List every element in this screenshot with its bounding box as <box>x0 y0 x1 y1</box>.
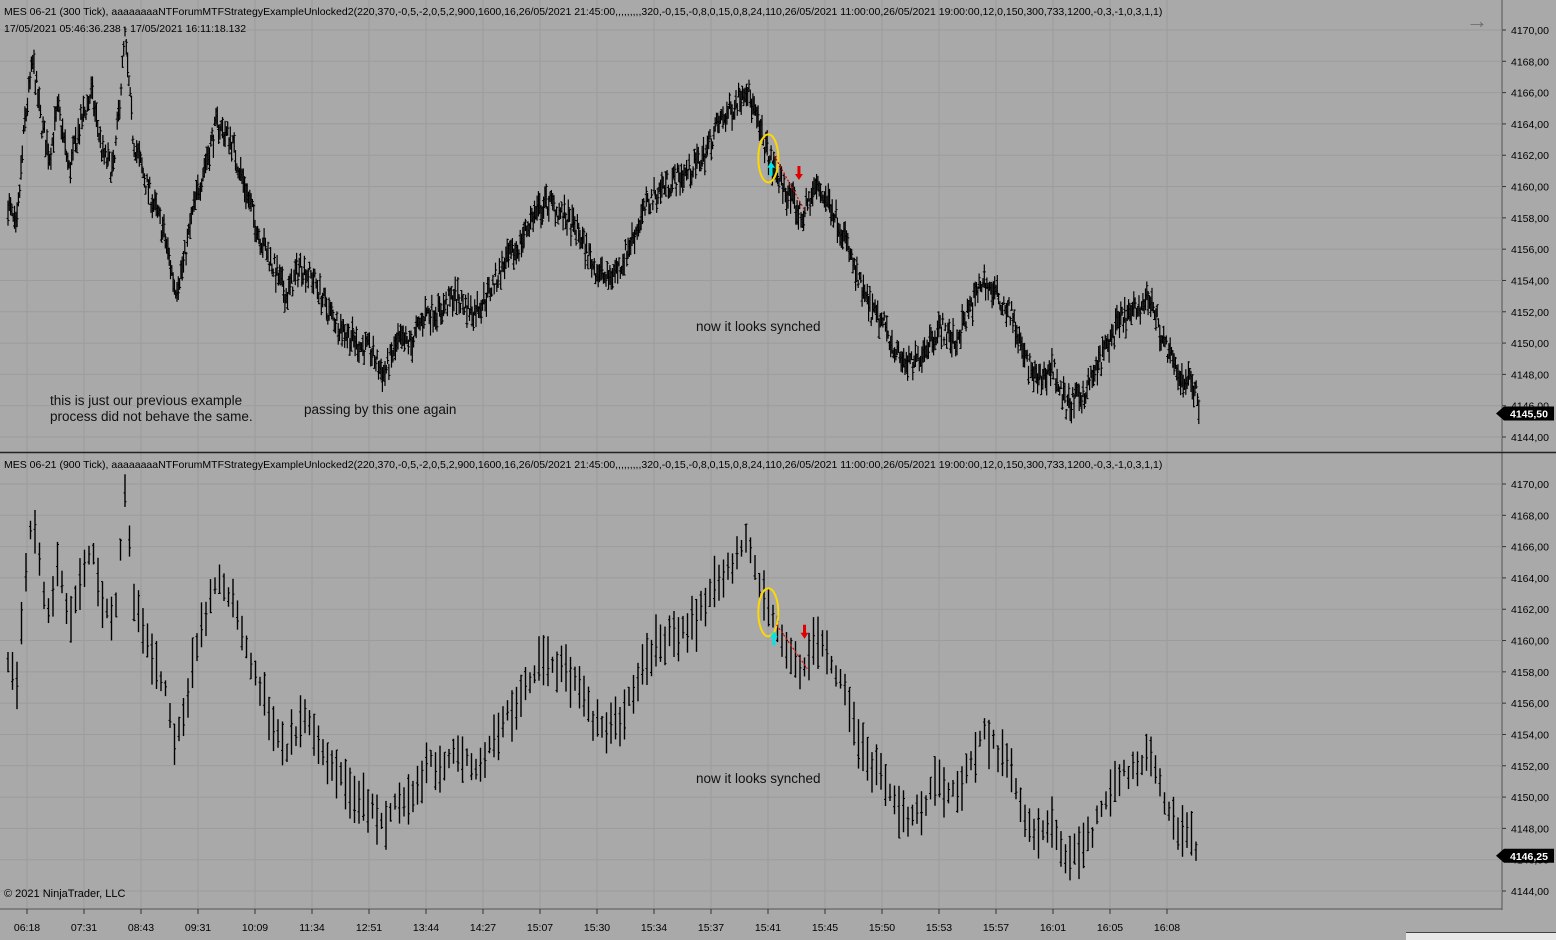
y-tick-label-1-6: 4156,00 <box>1511 698 1549 710</box>
buy-arrow-icon-pane-2 <box>769 631 778 646</box>
y-tick-label-1-10: 4164,00 <box>1511 573 1549 585</box>
y-tick-label-1-4: 4152,00 <box>1511 761 1549 773</box>
navigate-arrow-icon[interactable]: → <box>1466 8 1488 33</box>
last-price-label-pane-1: 4145,50 <box>1510 409 1548 421</box>
x-tick-label-5: 11:34 <box>299 922 325 934</box>
y-tick-label-0-13: 4170,00 <box>1511 25 1549 37</box>
x-tick-label-20: 16:08 <box>1154 922 1180 934</box>
signal-ellipse-pane-1 <box>757 133 780 184</box>
x-tick-label-14: 15:45 <box>812 922 838 934</box>
y-tick-label-1-3: 4150,00 <box>1511 792 1549 804</box>
y-tick-label-0-7: 4158,00 <box>1511 213 1549 225</box>
y-tick-label-0-12: 4168,00 <box>1511 56 1549 68</box>
y-tick-label-0-4: 4152,00 <box>1511 307 1549 319</box>
pane-1-title: MES 06-21 (300 Tick), aaaaaaaaNTForumMTF… <box>4 6 1163 18</box>
note-passing-by: passing by this one again <box>304 402 457 417</box>
y-tick-label-0-2: 4148,00 <box>1511 369 1549 381</box>
y-tick-label-1-5: 4154,00 <box>1511 729 1549 741</box>
y-tick-label-0-6: 4156,00 <box>1511 244 1549 256</box>
x-tick-label-7: 13:44 <box>413 922 439 934</box>
y-tick-label-0-10: 4164,00 <box>1511 119 1549 131</box>
copyright: © 2021 NinjaTrader, LLC <box>4 888 126 900</box>
y-tick-label-1-8: 4160,00 <box>1511 636 1549 648</box>
ohlc-bars-pane-1 <box>6 26 1201 425</box>
trade-line-pane-1 <box>773 154 806 211</box>
x-tick-label-1: 07:31 <box>71 922 97 934</box>
last-price-label-pane-2: 4146,25 <box>1510 851 1548 863</box>
y-tick-label-1-12: 4168,00 <box>1511 510 1549 522</box>
x-tick-label-11: 15:34 <box>641 922 667 934</box>
horizontal-scrollbar[interactable] <box>1406 932 1556 940</box>
pane-2-title: MES 06-21 (900 Tick), aaaaaaaaNTForumMTF… <box>4 459 1163 471</box>
y-tick-label-1-13: 4170,00 <box>1511 479 1549 491</box>
signal-ellipse-pane-2 <box>757 587 780 638</box>
note-synched-pane-2: now it looks synched <box>696 771 821 786</box>
ohlc-bars-pane-2 <box>6 474 1198 881</box>
y-tick-label-1-2: 4148,00 <box>1511 823 1549 835</box>
x-tick-label-6: 12:51 <box>356 922 382 934</box>
trade-line-pane-2 <box>776 624 808 670</box>
x-tick-label-17: 15:57 <box>983 922 1009 934</box>
last-price-badge-pane-2 <box>1496 848 1554 863</box>
y-tick-label-1-0: 4144,00 <box>1511 886 1549 898</box>
sell-arrow-icon-pane-1 <box>794 166 803 181</box>
note-synched-pane-1: now it looks synched <box>696 319 821 334</box>
x-tick-label-8: 14:27 <box>470 922 496 934</box>
x-tick-label-3: 09:31 <box>185 922 211 934</box>
x-tick-label-12: 15:37 <box>698 922 724 934</box>
x-tick-label-4: 10:09 <box>242 922 268 934</box>
x-tick-label-18: 16:01 <box>1040 922 1066 934</box>
x-tick-label-15: 15:50 <box>869 922 895 934</box>
last-price-badge-pane-1 <box>1496 406 1554 421</box>
x-tick-label-9: 15:07 <box>527 922 553 934</box>
x-tick-label-19: 16:05 <box>1097 922 1123 934</box>
x-tick-label-16: 15:53 <box>926 922 952 934</box>
y-tick-label-0-11: 4166,00 <box>1511 88 1549 100</box>
x-tick-label-10: 15:30 <box>584 922 610 934</box>
x-tick-label-0: 06:18 <box>14 922 40 934</box>
x-tick-label-13: 15:41 <box>755 922 781 934</box>
note-previous-example: this is just our previous example proces… <box>50 393 253 424</box>
y-tick-label-1-7: 4158,00 <box>1511 667 1549 679</box>
y-tick-label-0-3: 4150,00 <box>1511 338 1549 350</box>
y-tick-label-0-0: 4144,00 <box>1511 432 1549 444</box>
y-tick-label-0-9: 4162,00 <box>1511 150 1549 162</box>
y-tick-label-0-5: 4154,00 <box>1511 275 1549 287</box>
sell-arrow-icon-pane-2 <box>800 624 809 639</box>
x-tick-label-2: 08:43 <box>128 922 154 934</box>
y-tick-label-0-8: 4160,00 <box>1511 182 1549 194</box>
buy-arrow-icon-pane-1 <box>767 161 776 176</box>
y-tick-label-1-9: 4162,00 <box>1511 604 1549 616</box>
y-tick-label-1-11: 4166,00 <box>1511 542 1549 554</box>
pane-1-date-range: 17/05/2021 05:46:36.238 - 17/05/2021 16:… <box>4 23 247 35</box>
